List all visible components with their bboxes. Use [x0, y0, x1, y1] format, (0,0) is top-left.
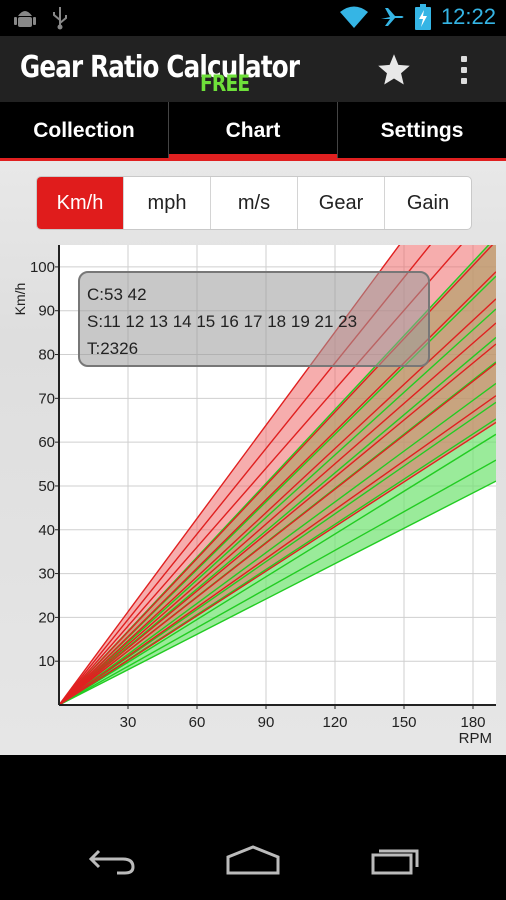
airplane-icon [380, 8, 404, 26]
back-icon [88, 849, 135, 875]
series-line [59, 480, 496, 705]
unit-gear-button[interactable]: Gear [297, 177, 384, 229]
info-sprockets: S:11 12 13 14 15 16 17 18 19 21 23 [87, 312, 357, 331]
series-line [59, 401, 496, 705]
info-box: C:53 42 S:11 12 13 14 15 16 17 18 19 21 … [78, 271, 430, 367]
free-badge: FREE [200, 72, 250, 97]
tab-chart[interactable]: Chart [168, 102, 337, 160]
x-tick-label: 60 [189, 714, 206, 731]
status-bar: 12:22 [0, 0, 506, 36]
y-tick-label: 30 [38, 566, 55, 583]
y-tick-label: 100 [30, 259, 55, 276]
axes [58, 245, 496, 706]
overflow-dot [461, 78, 467, 84]
favorite-button[interactable] [374, 50, 414, 90]
y-tick-label: 20 [38, 609, 55, 626]
unit-gain-button[interactable]: Gain [384, 177, 471, 229]
chart-content: Km/h mph m/s Gear Gain 30 60 90 120 150 180 10… [0, 161, 506, 755]
x-tick-label: 180 [460, 714, 485, 731]
back-button[interactable] [82, 840, 142, 880]
series-line [59, 362, 496, 705]
y-tick-label: 90 [38, 303, 55, 320]
x-tick-label: 120 [322, 714, 347, 731]
series-line [59, 245, 432, 705]
unit-mph-button[interactable]: mph [123, 177, 210, 229]
tab-collection[interactable]: Collection [33, 119, 135, 142]
y-tick-label: 60 [38, 434, 55, 451]
series-line [59, 395, 496, 705]
x-axis-label: RPM [459, 730, 492, 747]
series-line [59, 298, 496, 705]
unit-kmh-button[interactable]: Km/h [37, 177, 123, 229]
tab-bar: Collection Chart Settings [0, 102, 506, 160]
speed-chart[interactable]: 30 60 90 120 150 180 10 20 30 40 50 60 70 80 90 100 Km/… [0, 231, 506, 755]
wifi-icon [339, 6, 368, 28]
y-tick-label: 70 [38, 390, 55, 407]
tick-labels: 30 60 90 120 150 180 10 20 30 40 50 60 70 80 90 100 [30, 259, 486, 731]
tab-settings[interactable]: Settings [337, 102, 506, 160]
nav-bar [0, 755, 506, 900]
overflow-menu-icon[interactable] [452, 48, 476, 92]
home-button[interactable] [223, 840, 283, 880]
series-line [59, 343, 496, 705]
y-axis-label: Km/h [12, 283, 28, 316]
usb-icon [53, 7, 67, 30]
x-tick-label: 90 [258, 714, 275, 731]
overflow-dot [461, 56, 467, 62]
series-line [59, 308, 496, 705]
series-line [59, 245, 401, 705]
info-tire: T:2326 [87, 339, 138, 358]
x-tick-label: 150 [391, 714, 416, 731]
series-line [59, 421, 496, 705]
unit-ms-button[interactable]: m/s [210, 177, 297, 229]
action-bar: Gear Ratio Calculator FREE [0, 36, 506, 102]
y-tick-label: 40 [38, 522, 55, 539]
app-title: Gear Ratio Calculator [20, 50, 300, 85]
y-tick-label: 80 [38, 347, 55, 364]
clock: 12:22 [440, 4, 496, 29]
info-chainrings: C:53 42 [87, 285, 147, 304]
recent-apps-icon [371, 849, 419, 875]
x-tick-label: 30 [120, 714, 137, 731]
overflow-dot [461, 67, 467, 73]
battery-charging-icon [414, 4, 431, 30]
series-line [59, 336, 496, 705]
series-line [59, 382, 496, 705]
star-icon [378, 54, 410, 85]
android-debug-icon [14, 11, 36, 27]
series-line [59, 433, 496, 705]
home-icon [226, 845, 280, 875]
tab-divider [0, 158, 506, 161]
y-tick-label: 10 [38, 653, 55, 670]
recent-apps-button[interactable] [365, 840, 425, 880]
unit-selector: Km/h mph m/s Gear Gain [36, 176, 472, 230]
y-tick-label: 50 [38, 478, 55, 495]
series-line [59, 459, 496, 705]
series-line [59, 322, 496, 705]
